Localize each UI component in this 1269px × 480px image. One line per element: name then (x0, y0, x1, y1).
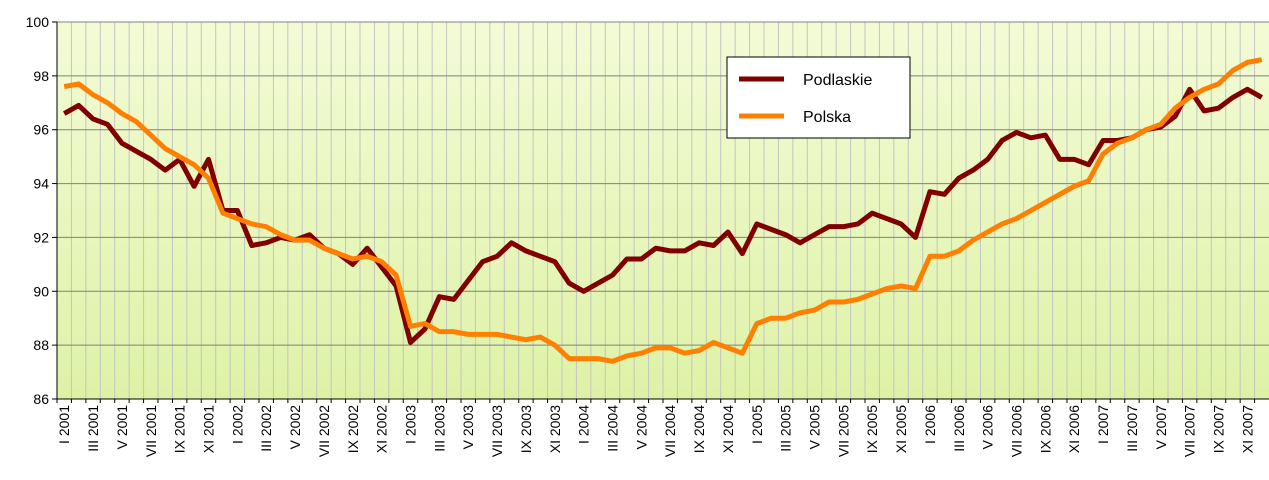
legend-label: Polska (803, 109, 851, 126)
x-tick-label: VII 2007 (1182, 405, 1198, 457)
y-tick-label: 98 (33, 68, 49, 84)
x-tick-label: VII 2003 (489, 405, 505, 457)
x-tick-label: III 2004 (605, 405, 621, 452)
x-tick-label: IX 2007 (1211, 405, 1227, 453)
x-tick-label: XI 2003 (547, 405, 563, 453)
x-tick-label: VII 2002 (316, 405, 332, 457)
x-tick-label: IX 2001 (172, 405, 188, 453)
series-line (62, 86, 1264, 345)
x-tick-label: I 2007 (1095, 405, 1111, 444)
x-tick-label: III 2007 (1124, 405, 1140, 452)
y-tick-label: 90 (33, 283, 49, 299)
x-tick-label: I 2006 (922, 405, 938, 444)
series-line (63, 57, 1263, 364)
x-tick-label: III 2003 (431, 405, 447, 452)
y-tick-label: 96 (33, 122, 49, 138)
x-tick-label: III 2001 (85, 405, 101, 452)
legend-box (726, 56, 911, 139)
y-tick-label: 94 (33, 176, 49, 192)
x-tick-label: V 2001 (114, 405, 130, 450)
x-tick-label: III 2002 (258, 405, 274, 452)
x-tick-label: I 2003 (403, 405, 419, 444)
x-tick-label: XI 2001 (201, 405, 217, 453)
x-tick-label: XI 2007 (1239, 405, 1255, 453)
y-tick-label: 86 (33, 391, 49, 407)
x-tick-label: I 2004 (576, 405, 592, 444)
x-tick-label: IX 2006 (1037, 405, 1053, 453)
x-tick-label: I 2005 (749, 405, 765, 444)
legend-label: Podlaskie (803, 72, 872, 89)
x-tick-label: III 2005 (778, 405, 794, 452)
x-tick-label: VII 2005 (835, 405, 851, 457)
x-tick-label: VII 2006 (1009, 405, 1025, 457)
x-tick-label: IX 2004 (691, 405, 707, 453)
x-tick-label: IX 2002 (345, 405, 361, 453)
x-tick-label: VII 2001 (143, 405, 159, 457)
x-tick-label: V 2006 (980, 405, 996, 450)
y-tick-label: 92 (33, 229, 49, 245)
x-tick-label: XI 2006 (1066, 405, 1082, 453)
x-tick-label: XI 2005 (893, 405, 909, 453)
x-tick-label: VII 2004 (662, 405, 678, 457)
x-tick-label: V 2005 (807, 405, 823, 450)
x-tick-label: XI 2002 (374, 405, 390, 453)
y-tick-label: 88 (33, 337, 49, 353)
x-tick-label: V 2002 (287, 405, 303, 450)
x-tick-label: III 2006 (951, 405, 967, 452)
x-tick-label: V 2004 (633, 405, 649, 450)
x-tick-label: V 2003 (460, 405, 476, 450)
x-tick-label: IX 2005 (864, 405, 880, 453)
x-tick-label: V 2007 (1153, 405, 1169, 450)
x-tick-label: I 2002 (229, 405, 245, 444)
x-tick-label: XI 2004 (720, 405, 736, 453)
y-tick-label: 100 (26, 14, 50, 30)
x-tick-label: I 2001 (56, 405, 72, 444)
x-tick-label: IX 2003 (518, 405, 534, 453)
